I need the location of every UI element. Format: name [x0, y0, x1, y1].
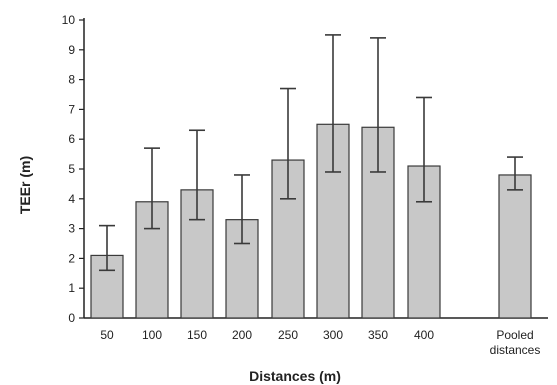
error-bars — [99, 34, 523, 272]
x-tick-label-line: 100 — [142, 328, 162, 342]
x-axis-ticks: 50 100 150 200 250 300 350 400 Pooled distances — [100, 328, 540, 357]
x-tick-label: 400 — [414, 328, 434, 342]
bar — [498, 174, 532, 319]
x-axis-title: Distances (m) — [249, 368, 341, 384]
x-tick-label-line: 200 — [232, 328, 252, 342]
y-tick-label: 3 — [68, 222, 75, 236]
x-tick-label-line: 350 — [368, 328, 388, 342]
x-tick-label: Pooled distances — [490, 328, 541, 357]
y-tick-label: 9 — [68, 43, 75, 57]
x-tick-label: 250 — [278, 328, 298, 342]
y-tick-label: 0 — [68, 311, 75, 325]
y-tick-label: 8 — [68, 73, 75, 87]
y-tick-label: 10 — [62, 13, 76, 27]
x-tick-label-line: distances — [490, 343, 541, 357]
y-tick-label: 7 — [68, 102, 75, 116]
y-tick-label: 1 — [68, 281, 75, 295]
x-tick-label-line: 50 — [100, 328, 114, 342]
y-tick-label: 2 — [68, 251, 75, 265]
x-tick-label: 50 — [100, 328, 114, 342]
x-tick-label-line: 150 — [187, 328, 207, 342]
y-axis-ticks: 0 1 2 3 4 5 6 7 8 9 10 — [62, 13, 84, 325]
x-tick-label: 200 — [232, 328, 252, 342]
bars — [90, 123, 532, 319]
x-tick-label-line: 400 — [414, 328, 434, 342]
y-tick-label: 4 — [68, 192, 75, 206]
x-tick-label-line: 250 — [278, 328, 298, 342]
y-tick-label: 5 — [68, 162, 75, 176]
x-tick-label: 100 — [142, 328, 162, 342]
x-tick-label: 150 — [187, 328, 207, 342]
x-tick-label: 350 — [368, 328, 388, 342]
x-tick-label-line: Pooled — [496, 328, 533, 342]
y-tick-label: 6 — [68, 132, 75, 146]
x-tick-label: 300 — [323, 328, 343, 342]
x-tick-label-line: 300 — [323, 328, 343, 342]
y-axis-title: TEEr (m) — [17, 156, 33, 214]
